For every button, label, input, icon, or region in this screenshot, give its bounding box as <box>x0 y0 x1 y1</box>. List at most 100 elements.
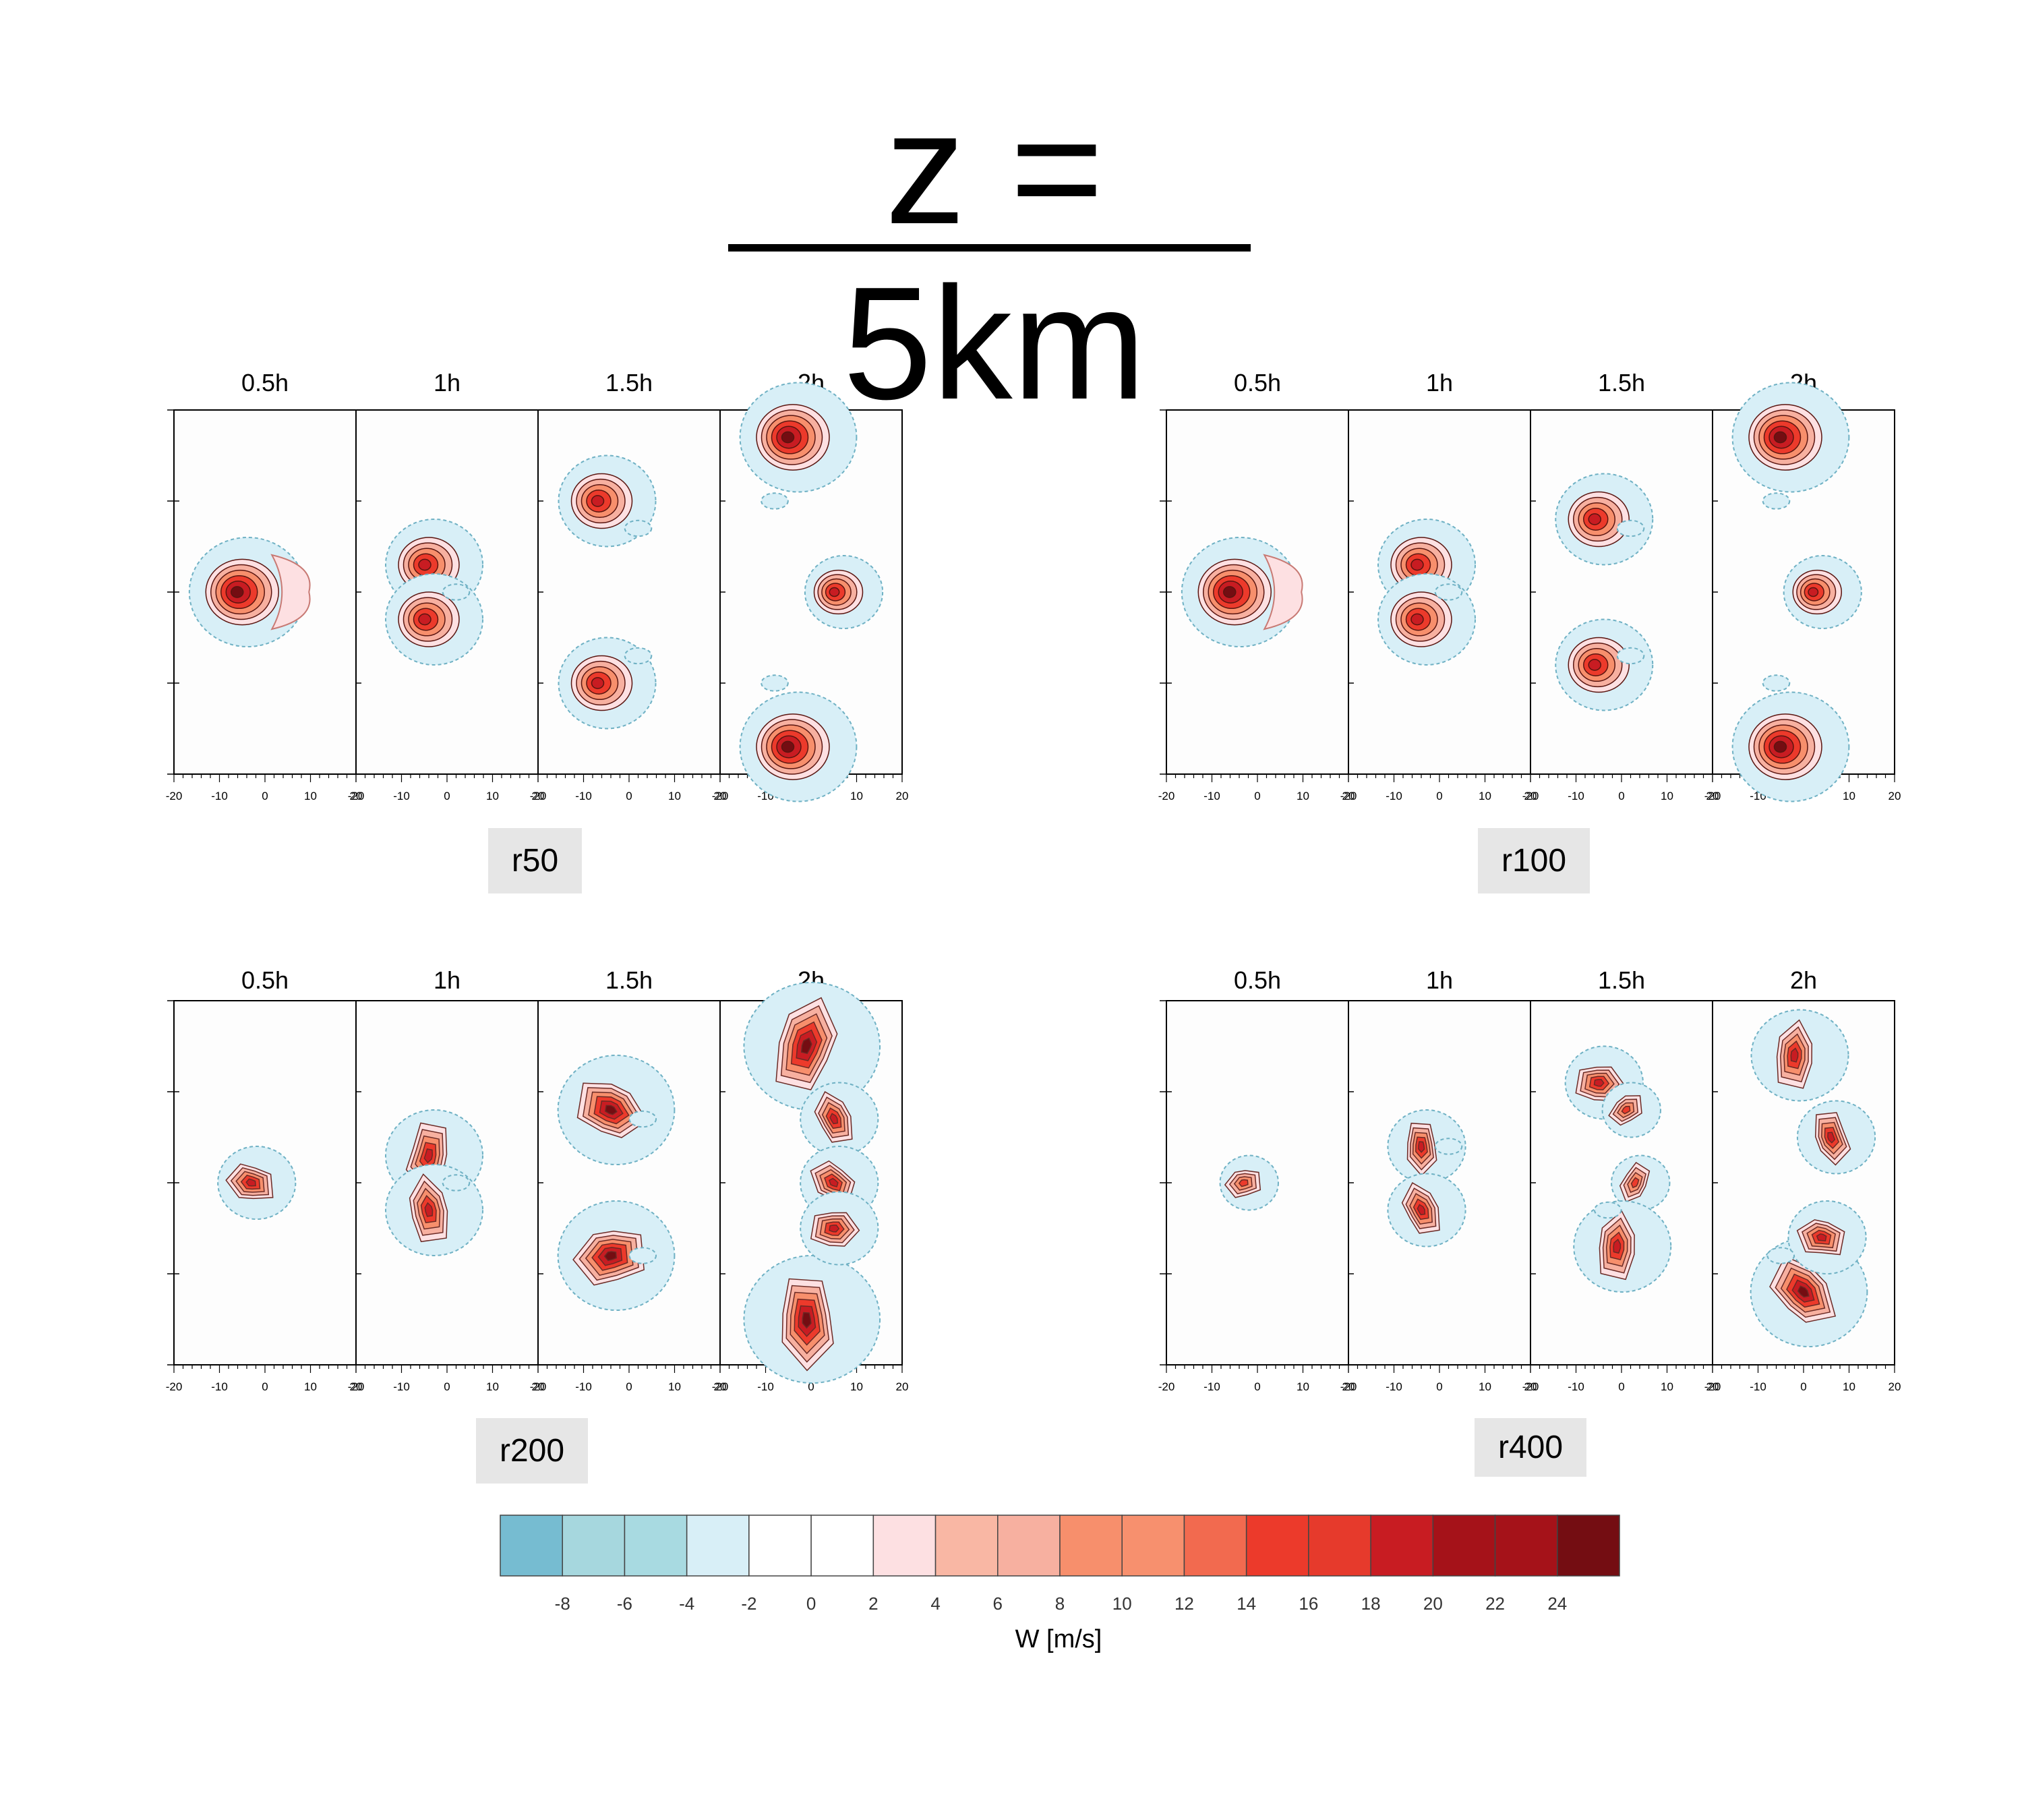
x-tick-label: 20 <box>1706 1380 1719 1393</box>
w-cell-r100-2-2 <box>1616 519 1645 537</box>
panel-time-label: 1h <box>434 369 460 397</box>
w-cell-r400-3-4-neg-contour <box>1766 1247 1795 1264</box>
w-cell-r50-3-2 <box>804 555 884 629</box>
w-cell-r50-2-3 <box>624 647 653 665</box>
x-tick-label: -20 <box>348 1380 365 1393</box>
w-cell-r50-3-3-neg-contour <box>761 492 789 510</box>
x-tick-label: 20 <box>350 1380 363 1393</box>
w-cell-r50-3-4 <box>761 674 789 692</box>
x-tick-label: -20 <box>530 1380 547 1393</box>
w-cell-r200-3-0-level-5 <box>800 1037 812 1055</box>
w-cell-r400-3-1 <box>1796 1100 1876 1175</box>
w-cell-r50-1-2 <box>442 583 471 601</box>
w-cell-r400-3-2 <box>1750 1237 1868 1347</box>
w-cell-r50-0-1-arc <box>270 554 311 630</box>
x-tick-label: -20 <box>712 1380 729 1393</box>
w-cell-r400-1-2 <box>1434 1138 1463 1155</box>
panel-r50-1.5h: 1.5h -20 -10 0 10 20 <box>530 369 727 802</box>
w-cell-r400-2-3-level-4 <box>1613 1238 1622 1254</box>
w-cell-r400-2-2 <box>1611 1154 1671 1211</box>
w-cell-r100-2-3 <box>1616 647 1645 665</box>
x-tick-label: 20 <box>1524 790 1537 802</box>
x-tick-label: 10 <box>1843 1380 1855 1393</box>
x-tick-label: 0 <box>626 790 632 802</box>
w-cell-r400-3-1-level-4 <box>1827 1132 1836 1144</box>
x-tick-label: 20 <box>1889 790 1901 802</box>
panel-frame <box>537 1000 721 1366</box>
x-tick-label: 10 <box>486 1380 499 1393</box>
w-cell-r400-2-3 <box>1573 1200 1672 1293</box>
x-tick-label: 20 <box>714 790 727 802</box>
x-tick-label: -10 <box>1386 1380 1402 1393</box>
w-cell-r100-3-3-neg-contour <box>1762 492 1791 510</box>
w-cell-r50-3-1-level-5 <box>781 740 795 753</box>
w-cell-r100-3-4 <box>1762 674 1791 692</box>
x-tick-label: 10 <box>1479 1380 1491 1393</box>
w-cell-r100-3-0-level-5 <box>1773 431 1787 444</box>
x-tick-label: -20 <box>1522 1380 1539 1393</box>
x-tick-label: 0 <box>1800 1380 1806 1393</box>
x-tick-label: -20 <box>166 790 183 802</box>
x-tick-label: 20 <box>1342 790 1355 802</box>
x-tick-label: 0 <box>1618 790 1624 802</box>
x-tick-label: 20 <box>714 1380 727 1393</box>
panel-time-label: 1.5h <box>1598 369 1645 397</box>
w-cell-r50-3-0 <box>739 382 858 493</box>
x-tick-label: -20 <box>166 1380 183 1393</box>
figure-title: z = 5km <box>843 79 1146 433</box>
w-cell-r50-0-1 <box>270 554 311 630</box>
x-tick-label: -10 <box>1568 1380 1584 1393</box>
w-cell-r400-2-4-neg-contour <box>1593 1201 1622 1219</box>
w-cell-r400-3-2-level-5 <box>1797 1285 1810 1298</box>
panel-r400-1.5h: 1.5h -20 -10 0 10 20 <box>1522 966 1719 1393</box>
x-tick-label: -10 <box>211 1380 228 1393</box>
w-cell-r50-1-2-neg-contour <box>442 583 471 601</box>
x-tick-label: 20 <box>896 1380 909 1393</box>
w-cell-r200-3-4-level-4 <box>829 1225 840 1233</box>
w-cell-r100-3-1 <box>1731 691 1850 802</box>
x-tick-label: -10 <box>1568 790 1584 802</box>
x-tick-label: 10 <box>486 790 499 802</box>
x-tick-label: 10 <box>1661 1380 1673 1393</box>
x-tick-label: 10 <box>668 1380 681 1393</box>
panel-time-label: 1.5h <box>1598 966 1645 994</box>
x-tick-label: 20 <box>1342 1380 1355 1393</box>
w-cell-r400-0-0 <box>1219 1154 1279 1211</box>
x-tick-label: 0 <box>808 1380 814 1393</box>
x-tick-label: -20 <box>348 790 365 802</box>
x-tick-label: -10 <box>393 1380 410 1393</box>
w-cell-r100-3-3 <box>1762 492 1791 510</box>
x-tick-label: -10 <box>575 790 592 802</box>
x-tick-label: 10 <box>1297 1380 1309 1393</box>
w-cell-r200-3-3-level-4 <box>828 1177 839 1187</box>
x-tick-label: 0 <box>1254 1380 1260 1393</box>
panel-frame <box>1530 409 1713 775</box>
w-cell-r200-1-0-level-4 <box>423 1148 434 1164</box>
x-tick-label: -10 <box>757 1380 774 1393</box>
panel-time-label: 0.5h <box>1234 966 1281 994</box>
w-cell-r200-1-2 <box>442 1174 471 1192</box>
w-cell-r100-2-0 <box>1555 473 1654 566</box>
w-cell-r100-3-2 <box>1783 555 1862 629</box>
w-cell-r400-2-4 <box>1593 1201 1622 1219</box>
w-cell-r200-0-0-level-4 <box>245 1178 256 1187</box>
w-cell-r400-3-0-level-4 <box>1790 1047 1799 1063</box>
x-tick-label: 10 <box>850 1380 863 1393</box>
w-cell-r400-3-0 <box>1750 1009 1849 1102</box>
run-label-r100: r100 <box>1478 828 1590 893</box>
w-cell-r200-3-0 <box>743 982 881 1111</box>
w-cell-r400-3-3-level-4 <box>1816 1233 1827 1241</box>
panel-time-label: 0.5h <box>241 966 289 994</box>
x-tick-label: 10 <box>304 1380 317 1393</box>
panel-time-label: 1h <box>434 966 460 994</box>
w-cell-r50-2-0-level-4 <box>591 495 605 507</box>
x-tick-label: -20 <box>1340 790 1357 802</box>
x-tick-label: 0 <box>262 790 268 802</box>
x-tick-label: -10 <box>1386 790 1402 802</box>
w-cell-r100-3-2-level-4 <box>1808 587 1819 597</box>
w-cell-r200-2-3-neg-contour <box>628 1247 657 1264</box>
w-cell-r50-3-1 <box>739 691 858 802</box>
